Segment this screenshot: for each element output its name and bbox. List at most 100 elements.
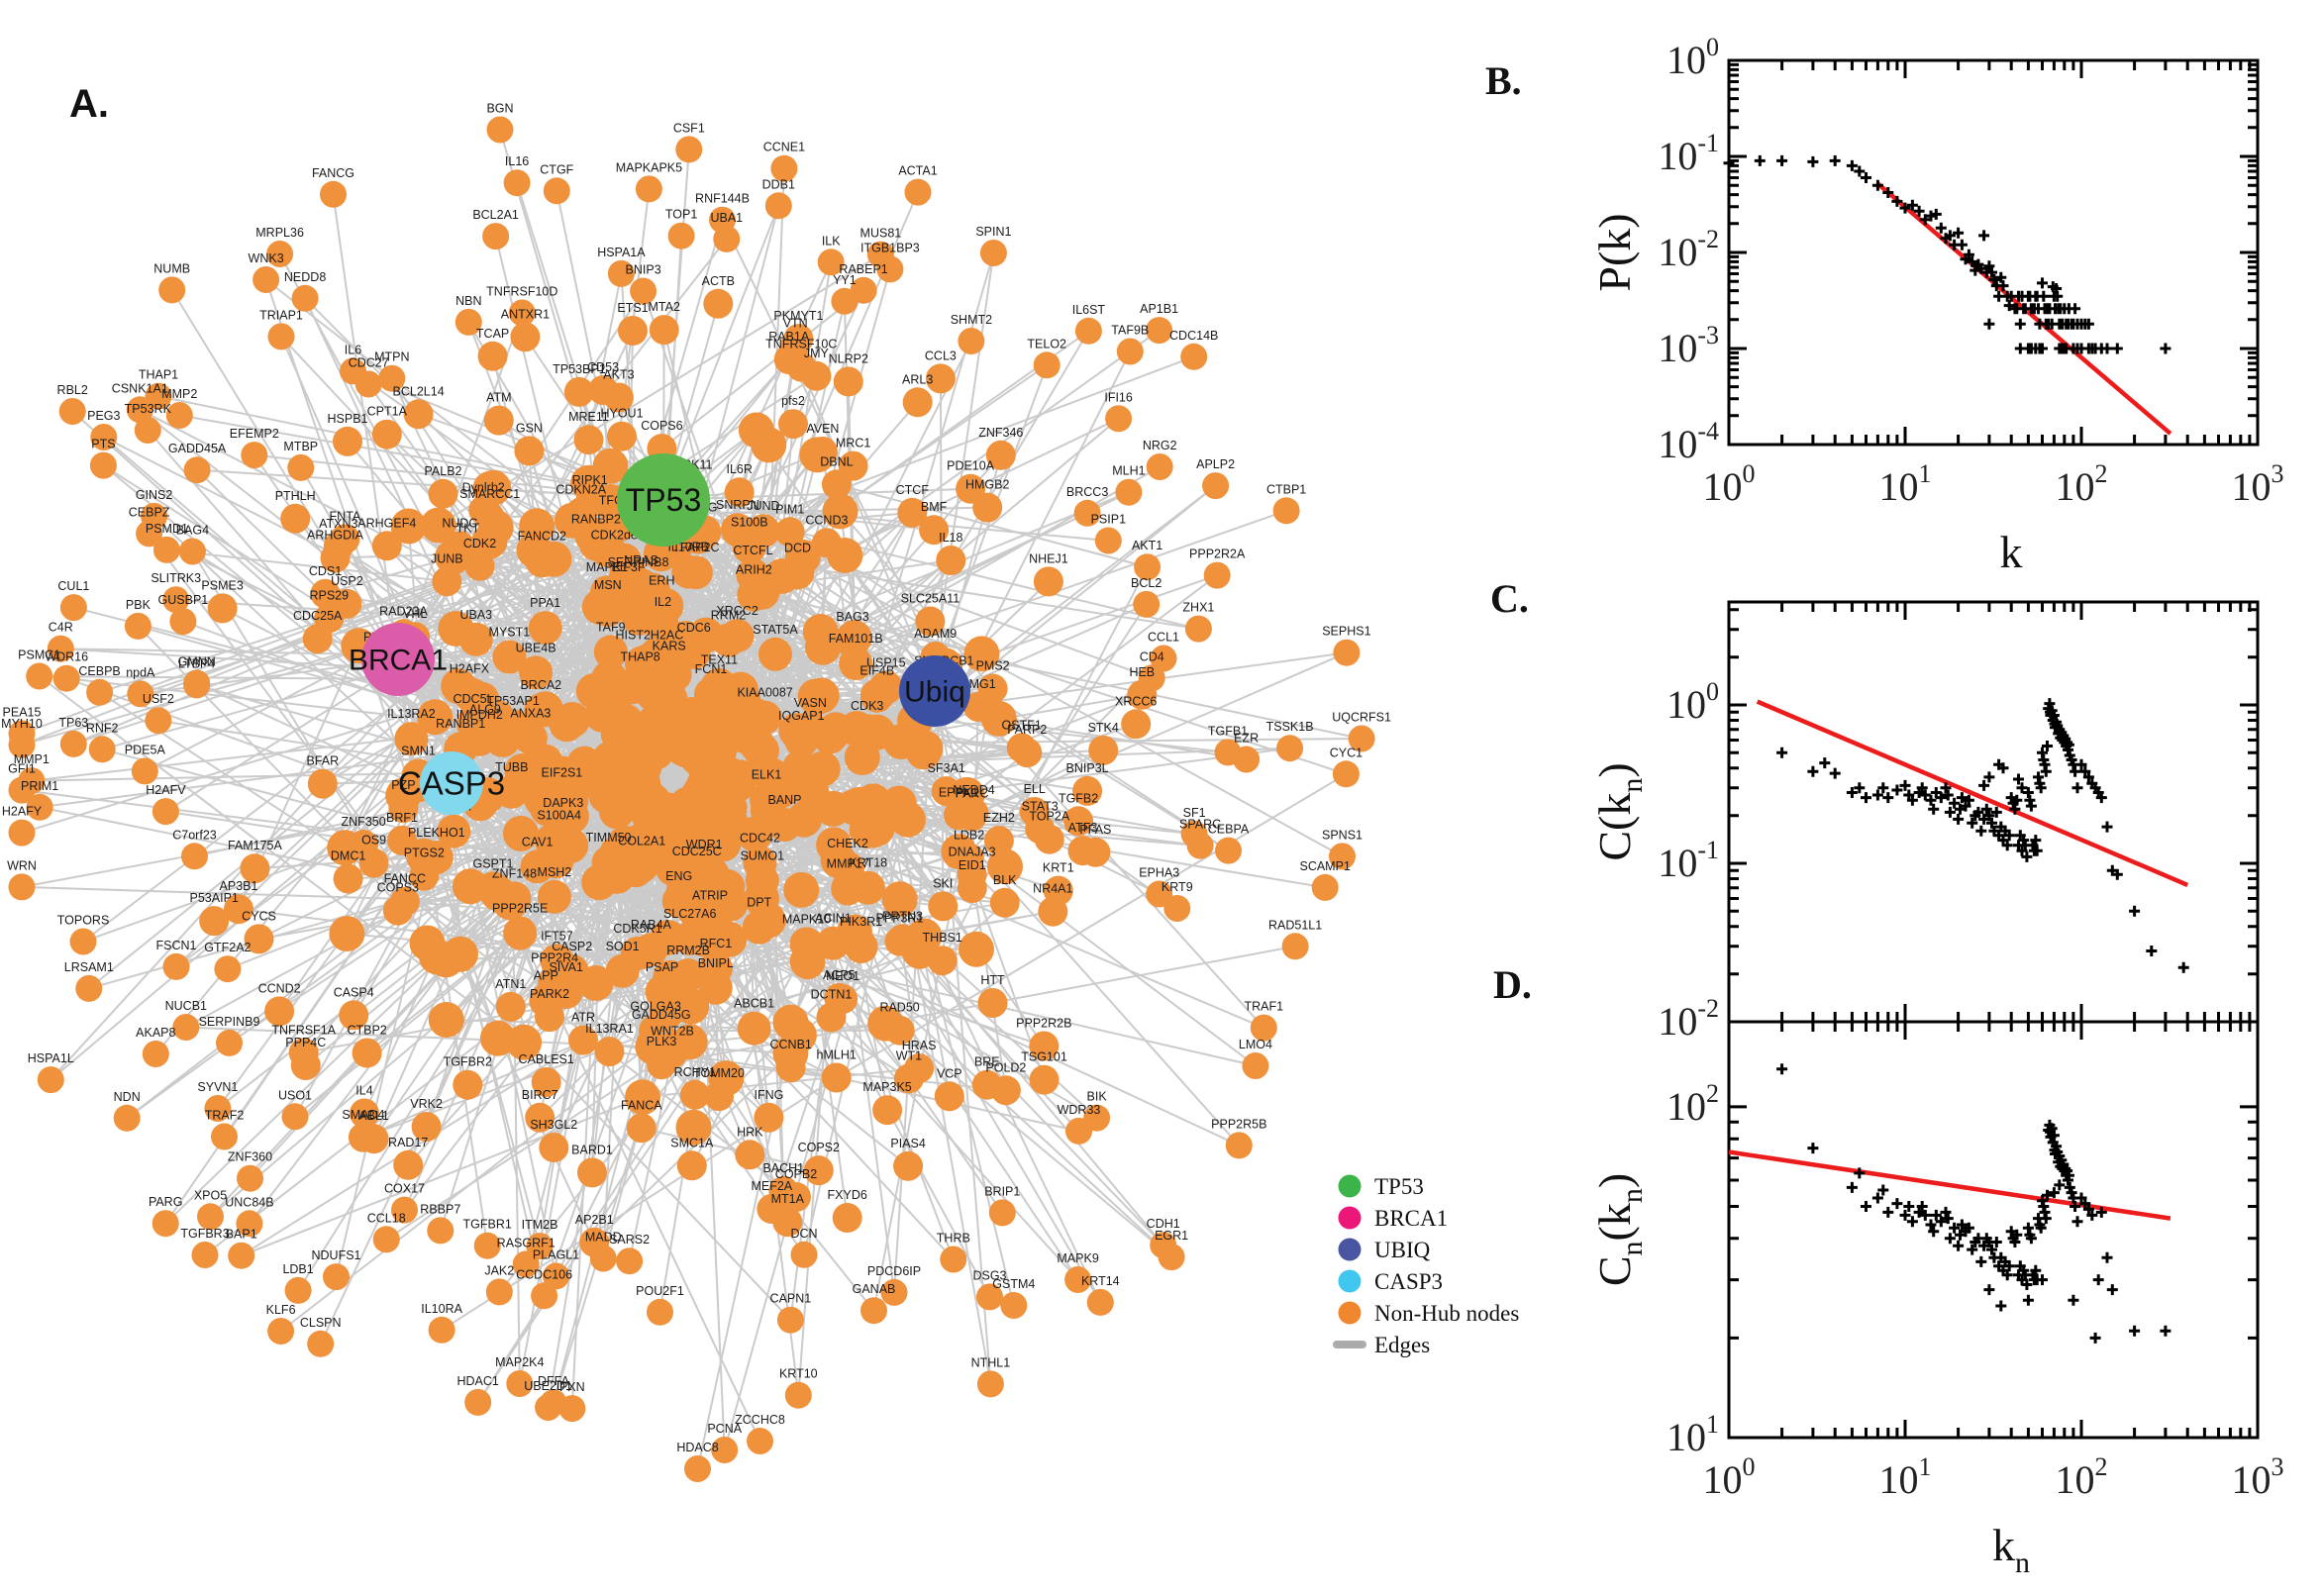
network-node [1067, 836, 1098, 866]
network-node [503, 169, 531, 197]
network-node [37, 1066, 64, 1094]
network-node-label: SIVA1 [549, 960, 583, 974]
network-node-label: SKI [933, 876, 953, 890]
network-node [925, 363, 956, 394]
network-node [236, 1210, 263, 1238]
x-tick-label: 102 [2056, 1452, 2108, 1502]
network-node [675, 1109, 712, 1146]
network-node [1333, 639, 1361, 666]
network-node [1146, 317, 1173, 345]
network-node [526, 1233, 554, 1260]
network-node-label: BRF1 [386, 811, 418, 825]
network-node-label: HDAC8 [676, 1441, 718, 1454]
plot-frame [1727, 58, 2260, 447]
network-node [420, 507, 456, 544]
network-node [679, 1079, 710, 1110]
network-node [211, 1123, 238, 1150]
network-node-label: CDK2 [463, 537, 496, 550]
plot-frame [1727, 1020, 2260, 1440]
network-node-label: PARC [956, 787, 989, 801]
network-node [820, 843, 857, 878]
network-node-label: TCAP [476, 327, 509, 341]
network-node-label: TOP1 [665, 208, 697, 222]
network-node [581, 589, 618, 625]
network-node-label: TRAF1 [1245, 1000, 1284, 1014]
network-node-label: HSPA1L [28, 1051, 74, 1065]
network-node-label: PSMD1 [146, 522, 188, 536]
network-node-label: S100B [731, 516, 768, 530]
network-node-label: COPS6 [641, 419, 682, 433]
network-node-label: UNC84B [225, 1195, 273, 1209]
network-node [134, 417, 161, 444]
hub-label-ubiq: Ubiq [904, 676, 965, 709]
network-node-label: BGN [486, 102, 513, 116]
network-node [240, 853, 270, 884]
network-node-label: DFFA [538, 1374, 570, 1388]
network-node-label: TSSK1B [1266, 720, 1314, 734]
network-node-label: IFI16 [1104, 390, 1133, 404]
network-node-label: VASN [794, 696, 827, 710]
network-node [593, 635, 628, 669]
network-edge [344, 847, 792, 1321]
network-node-label: ATF3 [1068, 821, 1098, 835]
network-node-label: TIMM50 [586, 831, 632, 845]
network-node-label: EZR [1234, 732, 1259, 746]
network-node [977, 673, 1008, 704]
network-node-label: TRIAP1 [259, 308, 303, 322]
network-node-label: hMLH1 [817, 1048, 857, 1062]
network-node [52, 664, 80, 692]
network-node [1250, 1014, 1277, 1042]
network-node [725, 717, 761, 753]
network-node-label: CDS1 [309, 564, 342, 578]
network-node [618, 316, 648, 346]
network-node [350, 1098, 379, 1129]
network-node [904, 178, 932, 206]
network-node-label: ATRIP [692, 889, 728, 903]
y-tick-label: 10-1 [1658, 129, 1719, 178]
network-node-label: CCND2 [258, 981, 301, 995]
network-node-label: KRT9 [1162, 880, 1193, 894]
network-node [693, 856, 730, 893]
network-node [1094, 527, 1122, 554]
network-node-label: DCTN1 [811, 988, 853, 1002]
network-node-label: CDH1 [1147, 1217, 1180, 1231]
network-node-label: VRK2 [410, 1097, 443, 1111]
network-node-label: DBNL [820, 454, 853, 468]
network-node-label: TSG101 [1021, 1050, 1067, 1064]
network-edge [835, 484, 921, 1069]
network-node-label: FCN1 [695, 662, 728, 676]
network-node [428, 478, 458, 509]
network-node [8, 776, 36, 804]
network-node [519, 655, 554, 690]
hub-node-ubiq [899, 655, 970, 727]
network-node [320, 180, 347, 208]
network-node [812, 718, 848, 754]
network-node-label: PRTN3 [882, 909, 923, 923]
network-node [162, 586, 190, 614]
network-node-label: BIRC7 [522, 1088, 558, 1102]
network-edge [662, 487, 971, 501]
network-node-label: ALG9 [469, 703, 501, 717]
network-node-label: JUNB [431, 551, 463, 565]
network-node-label: ANTXR1 [501, 307, 550, 321]
network-node [867, 1005, 904, 1042]
network-node [252, 266, 280, 293]
network-node-label: ACTA1 [898, 164, 937, 178]
network-node [145, 707, 172, 735]
network-node [621, 936, 655, 970]
network-node [162, 952, 190, 980]
network-node [428, 1002, 464, 1038]
network-node-label: THRB [937, 1232, 970, 1246]
scatter-points [1723, 154, 2172, 354]
network-node [1073, 499, 1101, 527]
network-node-label: MAPK9 [1057, 1251, 1098, 1265]
x-axis-label: k [2000, 527, 2023, 577]
network-node [435, 539, 471, 575]
network-node-label: PALB2 [425, 464, 462, 478]
network-node [754, 1102, 784, 1133]
network-node-label: SMAD4 [342, 1108, 384, 1122]
x-tick-label: 101 [1879, 459, 1932, 509]
network-node [492, 640, 527, 674]
network-node-label: SMC1A [670, 1136, 714, 1149]
